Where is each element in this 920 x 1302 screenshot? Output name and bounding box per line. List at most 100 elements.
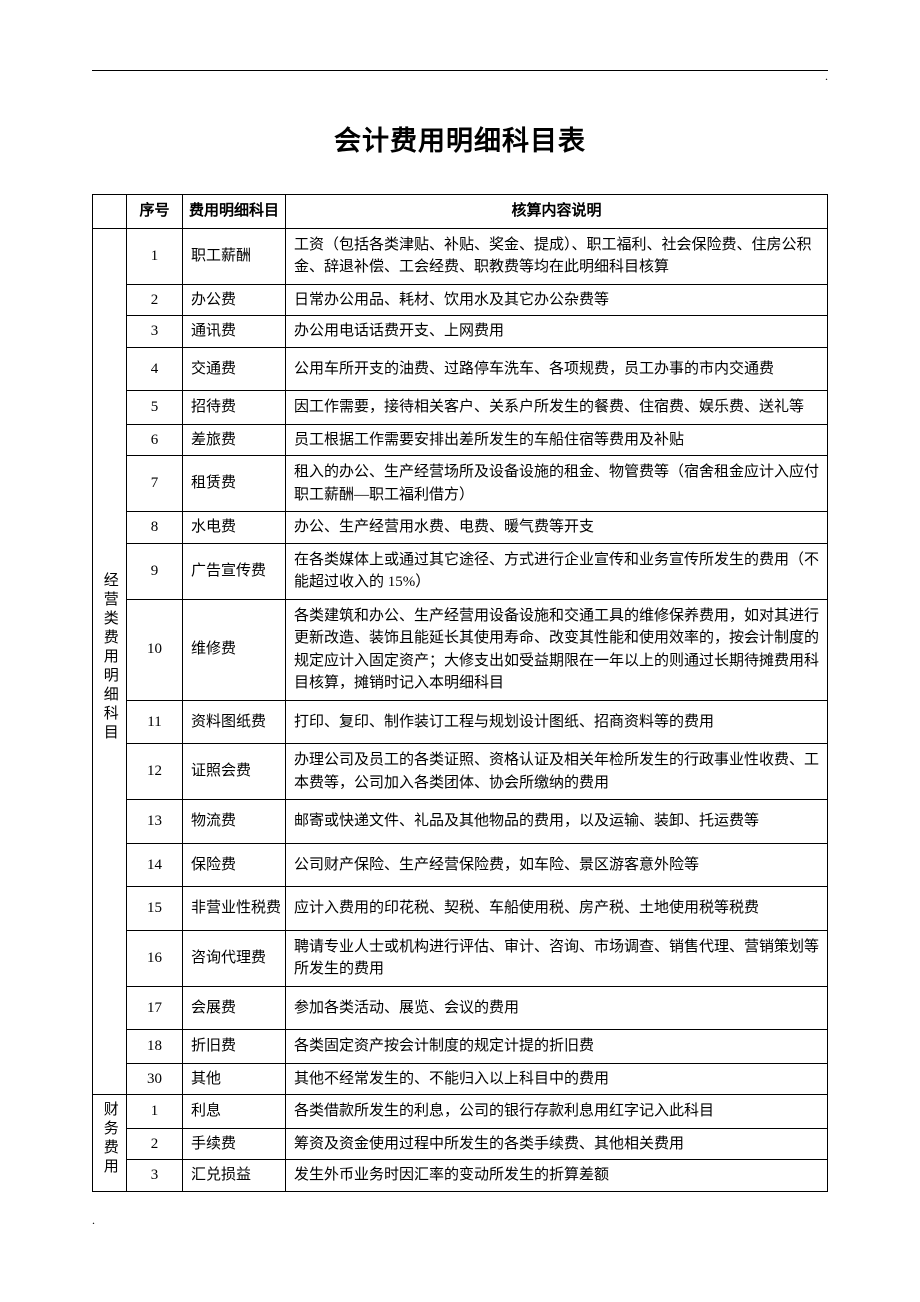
expense-description: 聘请专业人士或机构进行评估、审计、咨询、市场调查、销售代理、营销策划等所发生的费…	[286, 930, 828, 986]
row-number: 30	[127, 1063, 183, 1095]
table-row: 13物流费邮寄或快递文件、礼品及其他物品的费用，以及运输、装卸、托运费等	[93, 800, 828, 844]
table-row: 15非营业性税费应计入费用的印花税、契税、车船使用税、房产税、土地使用税等税费	[93, 887, 828, 931]
expense-description: 日常办公用品、耗材、饮用水及其它办公杂费等	[286, 284, 828, 316]
row-number: 3	[127, 316, 183, 348]
table-row: 财务费用1利息各类借款所发生的利息，公司的银行存款利息用红字记入此科目	[93, 1095, 828, 1129]
category-label: 经营类费用明细科目	[98, 572, 121, 743]
expense-description: 各类借款所发生的利息，公司的银行存款利息用红字记入此科目	[286, 1095, 828, 1129]
expense-description: 应计入费用的印花税、契税、车船使用税、房产税、土地使用税等税费	[286, 887, 828, 931]
table-row: 6差旅费员工根据工作需要安排出差所发生的车船住宿等费用及补贴	[93, 424, 828, 456]
table-row: 11资料图纸费打印、复印、制作装订工程与规划设计图纸、招商资料等的费用	[93, 700, 828, 744]
row-number: 18	[127, 1030, 183, 1064]
expense-description: 打印、复印、制作装订工程与规划设计图纸、招商资料等的费用	[286, 700, 828, 744]
expense-item: 会展费	[183, 986, 286, 1030]
table-row: 5招待费因工作需要，接待相关客户、关系户所发生的餐费、住宿费、娱乐费、送礼等	[93, 391, 828, 425]
row-number: 1	[127, 1095, 183, 1129]
expense-item: 广告宣传费	[183, 543, 286, 599]
table-row: 12证照会费办理公司及员工的各类证照、资格认证及相关年检所发生的行政事业性收费、…	[93, 744, 828, 800]
table-row: 16咨询代理费聘请专业人士或机构进行评估、审计、咨询、市场调查、销售代理、营销策…	[93, 930, 828, 986]
expense-item: 维修费	[183, 599, 286, 700]
expense-description: 各类固定资产按会计制度的规定计提的折旧费	[286, 1030, 828, 1064]
expense-description: 邮寄或快递文件、礼品及其他物品的费用，以及运输、装卸、托运费等	[286, 800, 828, 844]
table-row: 10维修费各类建筑和办公、生产经营用设备设施和交通工具的维修保养费用，如对其进行…	[93, 599, 828, 700]
expense-description: 因工作需要，接待相关客户、关系户所发生的餐费、住宿费、娱乐费、送礼等	[286, 391, 828, 425]
row-number: 14	[127, 843, 183, 887]
expense-description: 其他不经常发生的、不能归入以上科目中的费用	[286, 1063, 828, 1095]
row-number: 2	[127, 284, 183, 316]
expense-description: 租入的办公、生产经营场所及设备设施的租金、物管费等（宿舍租金应计入应付职工薪酬—…	[286, 456, 828, 512]
col-header-num: 序号	[127, 195, 183, 229]
row-number: 8	[127, 512, 183, 544]
row-number: 2	[127, 1128, 183, 1160]
expense-item: 其他	[183, 1063, 286, 1095]
row-number: 4	[127, 347, 183, 391]
table-row: 3通讯费办公用电话话费开支、上网费用	[93, 316, 828, 348]
expense-description: 各类建筑和办公、生产经营用设备设施和交通工具的维修保养费用，如对其进行更新改造、…	[286, 599, 828, 700]
table-row: 14保险费公司财产保险、生产经营保险费，如车险、景区游客意外险等	[93, 843, 828, 887]
expense-description: 办公、生产经营用水费、电费、暖气费等开支	[286, 512, 828, 544]
expense-description: 参加各类活动、展览、会议的费用	[286, 986, 828, 1030]
table-row: 3汇兑损益发生外币业务时因汇率的变动所发生的折算差额	[93, 1160, 828, 1192]
category-cell: 财务费用	[93, 1095, 127, 1192]
expense-item: 差旅费	[183, 424, 286, 456]
expense-item: 折旧费	[183, 1030, 286, 1064]
row-number: 13	[127, 800, 183, 844]
expense-item: 通讯费	[183, 316, 286, 348]
table-row: 4交通费公用车所开支的油费、过路停车洗车、各项规费，员工办事的市内交通费	[93, 347, 828, 391]
col-header-category	[93, 195, 127, 229]
table-row: 经营类费用明细科目1职工薪酬工资（包括各类津贴、补贴、奖金、提成）、职工福利、社…	[93, 228, 828, 284]
category-cell: 经营类费用明细科目	[93, 228, 127, 1095]
corner-mark-bottom: .	[92, 1213, 95, 1228]
row-number: 9	[127, 543, 183, 599]
col-header-desc: 核算内容说明	[286, 195, 828, 229]
expense-description: 员工根据工作需要安排出差所发生的车船住宿等费用及补贴	[286, 424, 828, 456]
expense-item: 物流费	[183, 800, 286, 844]
row-number: 10	[127, 599, 183, 700]
table-row: 18折旧费各类固定资产按会计制度的规定计提的折旧费	[93, 1030, 828, 1064]
col-header-item: 费用明细科目	[183, 195, 286, 229]
table-row: 2手续费筹资及资金使用过程中所发生的各类手续费、其他相关费用	[93, 1128, 828, 1160]
row-number: 15	[127, 887, 183, 931]
row-number: 17	[127, 986, 183, 1030]
expense-item: 水电费	[183, 512, 286, 544]
expense-item: 办公费	[183, 284, 286, 316]
expense-description: 办理公司及员工的各类证照、资格认证及相关年检所发生的行政事业性收费、工本费等，公…	[286, 744, 828, 800]
expense-detail-table: 序号 费用明细科目 核算内容说明 经营类费用明细科目1职工薪酬工资（包括各类津贴…	[92, 194, 828, 1192]
expense-description: 公司财产保险、生产经营保险费，如车险、景区游客意外险等	[286, 843, 828, 887]
table-row: 7租赁费租入的办公、生产经营场所及设备设施的租金、物管费等（宿舍租金应计入应付职…	[93, 456, 828, 512]
table-header-row: 序号 费用明细科目 核算内容说明	[93, 195, 828, 229]
row-number: 16	[127, 930, 183, 986]
expense-item: 资料图纸费	[183, 700, 286, 744]
table-row: 17会展费参加各类活动、展览、会议的费用	[93, 986, 828, 1030]
expense-item: 非营业性税费	[183, 887, 286, 931]
expense-description: 筹资及资金使用过程中所发生的各类手续费、其他相关费用	[286, 1128, 828, 1160]
expense-description: 在各类媒体上或通过其它途径、方式进行企业宣传和业务宣传所发生的费用（不能超过收入…	[286, 543, 828, 599]
expense-item: 保险费	[183, 843, 286, 887]
table-row: 30其他其他不经常发生的、不能归入以上科目中的费用	[93, 1063, 828, 1095]
expense-item: 招待费	[183, 391, 286, 425]
page-title: 会计费用明细科目表	[92, 119, 828, 158]
expense-description: 发生外币业务时因汇率的变动所发生的折算差额	[286, 1160, 828, 1192]
expense-item: 咨询代理费	[183, 930, 286, 986]
row-number: 7	[127, 456, 183, 512]
table-row: 2办公费日常办公用品、耗材、饮用水及其它办公杂费等	[93, 284, 828, 316]
expense-item: 利息	[183, 1095, 286, 1129]
table-row: 8水电费办公、生产经营用水费、电费、暖气费等开支	[93, 512, 828, 544]
expense-item: 交通费	[183, 347, 286, 391]
row-number: 1	[127, 228, 183, 284]
row-number: 11	[127, 700, 183, 744]
row-number: 12	[127, 744, 183, 800]
expense-item: 职工薪酬	[183, 228, 286, 284]
category-label: 财务费用	[98, 1101, 121, 1177]
row-number: 3	[127, 1160, 183, 1192]
table-row: 9广告宣传费在各类媒体上或通过其它途径、方式进行企业宣传和业务宣传所发生的费用（…	[93, 543, 828, 599]
expense-item: 证照会费	[183, 744, 286, 800]
expense-description: 工资（包括各类津贴、补贴、奖金、提成）、职工福利、社会保险费、住房公积金、辞退补…	[286, 228, 828, 284]
corner-mark-top: .	[92, 73, 828, 79]
expense-item: 汇兑损益	[183, 1160, 286, 1192]
expense-item: 手续费	[183, 1128, 286, 1160]
row-number: 6	[127, 424, 183, 456]
expense-description: 办公用电话话费开支、上网费用	[286, 316, 828, 348]
expense-description: 公用车所开支的油费、过路停车洗车、各项规费，员工办事的市内交通费	[286, 347, 828, 391]
row-number: 5	[127, 391, 183, 425]
